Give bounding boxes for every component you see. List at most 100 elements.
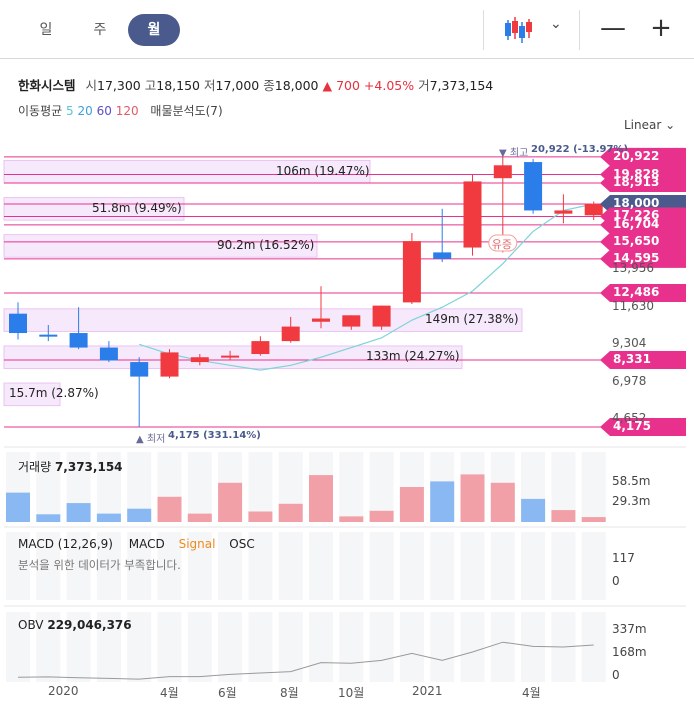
grid-column <box>127 532 152 600</box>
grid-column <box>339 452 364 522</box>
ma60-label[interactable]: 60 <box>96 104 112 118</box>
ma5-label[interactable]: 5 <box>66 104 74 118</box>
price-level-tag-label: 15,650 <box>613 233 660 248</box>
candle-body <box>39 334 58 337</box>
event-badge <box>488 234 518 252</box>
price-level-tag-label: 18,000 <box>613 196 660 210</box>
zoom-out-button[interactable]: — <box>600 13 626 43</box>
volume-bar <box>96 513 121 522</box>
grid-column <box>96 612 121 682</box>
grid-column <box>36 532 61 600</box>
obv-axis-tick: 337m <box>612 622 647 636</box>
candlestick-icon <box>505 17 532 43</box>
volume-bar <box>248 511 273 522</box>
candle-body <box>130 362 149 377</box>
price-axis-tick: 11,630 <box>612 298 654 313</box>
macd-axis-tick: 0 <box>612 574 620 588</box>
candle-body <box>190 357 209 363</box>
candle-body <box>493 165 512 179</box>
volume-bar <box>6 492 30 522</box>
obv-value: 229,046,376 <box>47 618 132 632</box>
chevron-down-icon: ⌄ <box>550 16 562 32</box>
volume-axis-tick: 58.5m <box>612 474 651 488</box>
zoom-in-button[interactable]: + <box>650 13 672 43</box>
grid-column <box>218 612 243 682</box>
grid-column <box>521 532 546 600</box>
obv-axis-tick: 0 <box>612 668 620 682</box>
grid-column <box>66 612 91 682</box>
candle-body <box>524 162 543 211</box>
high-value: 18,150 <box>156 78 201 93</box>
grid-column <box>430 612 455 682</box>
candle-body <box>9 313 27 334</box>
grid-column <box>96 532 121 600</box>
candle-body <box>372 305 391 327</box>
volume-title: 거래량 7,373,154 <box>18 458 123 475</box>
tab-month[interactable]: 월 <box>128 14 180 46</box>
ma20-label[interactable]: 20 <box>77 104 93 118</box>
tab-day[interactable]: 일 <box>39 22 53 38</box>
indicator-legend: 이동평균 5 20 60 120 매물분석도(7) <box>18 102 223 119</box>
volume-bar <box>218 482 243 522</box>
grid-column <box>581 452 606 522</box>
grid-column <box>430 532 455 600</box>
candle-body <box>99 347 118 361</box>
obv-axis-tick: 168m <box>612 645 647 659</box>
grid-column <box>369 612 394 682</box>
tab-week[interactable]: 주 <box>93 22 107 38</box>
chevron-down-icon: ⌄ <box>665 118 676 132</box>
macd-message: 분석을 위한 데이터가 부족합니다. <box>18 558 181 572</box>
grid-column <box>460 532 485 600</box>
candle-body <box>554 210 573 214</box>
grid-column <box>157 612 182 682</box>
volume-label: 거 <box>418 78 430 93</box>
volume-profile-label[interactable]: 매물분석도(7) <box>150 104 223 118</box>
scale-selector[interactable]: Linear ⌄ <box>624 118 675 132</box>
candle-body <box>221 355 240 358</box>
price-level-tag <box>600 418 686 436</box>
x-axis-tick: 2021 <box>412 684 443 698</box>
ma5-line <box>139 203 594 371</box>
stock-name: 한화시스템 <box>18 78 76 93</box>
scale-label: Linear <box>624 118 662 132</box>
volume-bar <box>127 508 152 522</box>
ma120-label[interactable]: 120 <box>115 104 139 118</box>
candle-body <box>69 333 88 348</box>
grid-column <box>6 612 30 682</box>
price-level-tag-label: 8,331 <box>613 351 651 366</box>
volume-profile-band <box>3 308 523 332</box>
grid-column <box>278 612 303 682</box>
volume-bar <box>521 498 546 522</box>
volume-bar <box>581 517 606 522</box>
volume-bar <box>551 510 576 522</box>
macd-params: MACD (12,26,9) <box>18 537 113 551</box>
macd-axis-tick: 117 <box>612 551 635 565</box>
x-axis-tick: 8월 <box>280 686 299 700</box>
obv-label: OBV <box>18 618 44 632</box>
grid-column <box>187 612 212 682</box>
grid-column <box>399 532 424 600</box>
osc-label: OSC <box>229 537 255 551</box>
price-level-tag <box>600 232 686 251</box>
volume-profile-band <box>3 382 61 407</box>
price-level-tag <box>600 215 686 234</box>
grid-column <box>36 612 61 682</box>
chart-type-selector[interactable]: ⌄ <box>483 10 580 50</box>
grid-column <box>369 532 394 600</box>
price-level-tag-label: 4,175 <box>613 419 651 433</box>
grid-column <box>460 612 485 682</box>
price-axis-tick: 4,652 <box>612 411 647 426</box>
grid-column <box>581 532 606 600</box>
high-marker-value: 20,922 (-13.97%) <box>531 143 629 155</box>
price-level-tag-label: 18,913 <box>613 175 660 190</box>
grid-column <box>309 612 333 682</box>
volume-value: 7,373,154 <box>429 78 494 93</box>
low-value: 17,000 <box>215 78 260 93</box>
volume-panel-label: 거래량 <box>18 460 52 474</box>
price-level-tag <box>600 283 686 302</box>
price-axis-tick: 9,304 <box>612 336 647 351</box>
price-axis-tick: 13,956 <box>612 261 654 276</box>
open-label: 시 <box>85 78 98 93</box>
candle-body <box>402 241 421 303</box>
